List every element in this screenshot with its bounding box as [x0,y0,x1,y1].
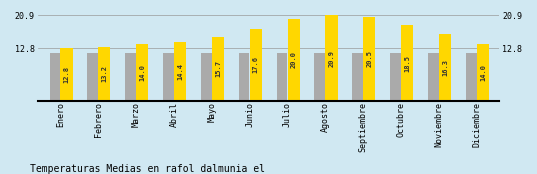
Text: 20.0: 20.0 [291,52,296,68]
Text: 20.9: 20.9 [329,50,335,67]
Text: 20.5: 20.5 [366,50,372,67]
Text: 13.2: 13.2 [101,65,107,82]
Text: Temperaturas Medias en rafol dalmunia el: Temperaturas Medias en rafol dalmunia el [30,164,265,174]
Bar [352,53,363,101]
Text: 16.3: 16.3 [442,59,448,76]
Bar [325,15,338,101]
Bar [49,53,60,101]
Text: 14.0: 14.0 [139,64,145,81]
Bar [239,53,249,101]
Text: 14.4: 14.4 [177,63,183,80]
Bar [61,48,72,101]
Bar [364,17,375,101]
Bar [125,53,136,101]
Bar [428,53,439,101]
Bar [174,42,186,101]
Bar [390,53,401,101]
Text: 12.8: 12.8 [63,66,70,83]
Bar [466,53,476,101]
Bar [250,29,262,101]
Bar [98,47,111,101]
Bar [439,34,451,101]
Bar [212,37,224,101]
Bar [477,44,489,101]
Text: 15.7: 15.7 [215,60,221,77]
Bar [401,25,413,101]
Text: 17.6: 17.6 [253,56,259,73]
Bar [88,53,98,101]
Bar [136,44,148,101]
Bar [277,53,287,101]
Text: 14.0: 14.0 [480,64,486,81]
Bar [201,53,212,101]
Bar [163,53,173,101]
Bar [288,19,300,101]
Text: 18.5: 18.5 [404,54,410,72]
Bar [315,53,325,101]
